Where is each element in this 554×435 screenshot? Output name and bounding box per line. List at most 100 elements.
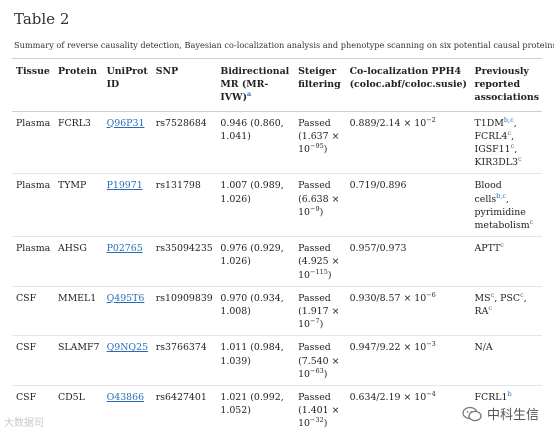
wechat-icon: [462, 406, 482, 421]
cell-previous: MSc, PSCc, RAc: [471, 286, 542, 336]
cell-previous: FCRL1b: [471, 386, 542, 435]
cell-mr: 1.021 (0.992, 1.052): [220, 392, 284, 417]
footnote-link-a[interactable]: a: [247, 90, 252, 99]
steiger-exponent: −95: [310, 141, 324, 150]
table-caption: Summary of reverse causality detection, …: [14, 40, 554, 50]
uniprot-link[interactable]: Q495T6: [106, 292, 145, 304]
cell-snp: rs6427401: [155, 392, 207, 404]
cell-uniprot: Q96P31: [103, 111, 152, 174]
coloc-text: 0.719/0.896: [349, 180, 407, 192]
uniprot-link[interactable]: Q96P31: [106, 117, 145, 129]
association-item: FCRL1b: [475, 389, 512, 403]
cell-uniprot: Q9NQ25: [103, 336, 152, 386]
association-item: RAc: [474, 303, 493, 318]
association-item: KIR3DL3c: [474, 155, 522, 169]
watermark-right-text: 中科生信: [487, 408, 540, 423]
association-separator: ,: [494, 292, 501, 304]
cell-snp: rs10909839: [155, 292, 213, 304]
footnote-link[interactable]: c: [517, 155, 522, 164]
cell-tissue: CSF: [16, 392, 37, 404]
cell-uniprot: P19971: [103, 174, 152, 237]
footnote-link[interactable]: b: [507, 389, 512, 398]
footnote-link[interactable]: c: [488, 303, 493, 312]
cell-steiger: Passed (1.637 × 10−95): [294, 111, 346, 174]
steiger-exponent: −115: [310, 267, 328, 276]
cell-snp: rs35094235: [155, 243, 213, 255]
cell-protein: CD5L: [57, 392, 85, 404]
association-item: IGSF11c: [474, 141, 515, 156]
footnote-link[interactable]: c: [510, 141, 515, 150]
association-text: IGSF11: [474, 144, 511, 156]
cell-protein: AHSG: [57, 243, 87, 255]
header-tissue: Tissue: [16, 66, 50, 77]
footnote-link[interactable]: c: [529, 217, 534, 226]
footnote-link[interactable]: b,c: [503, 115, 514, 124]
association-text: pyrimidine metabolism: [474, 206, 530, 232]
cell-protein: SLAMF7: [57, 342, 100, 354]
table-body: Plasma FCRL3 Q96P31 rs7528684 0.946 (0.860, …: [12, 111, 542, 435]
steiger-text: Passed (4.925 × 10: [298, 243, 340, 281]
header-steiger: Steiger filtering: [298, 66, 341, 91]
table-row: Plasma AHSG P02765 rs35094235 0.976 (0.929, …: [12, 237, 542, 287]
cell-coloc: 0.957/0.973: [346, 237, 471, 287]
cell-mr: 0.946 (0.860, 1.041): [220, 117, 284, 142]
cell-snp: rs7528684: [155, 117, 207, 129]
coloc-exponent: −6: [426, 290, 436, 299]
cell-coloc: 0.889/2.14 × 10−2: [346, 111, 471, 174]
table-title: Table 2: [14, 10, 70, 28]
cell-mr: 1.011 (0.984, 1.039): [220, 342, 284, 367]
cell-mr: 0.976 (0.929, 1.026): [220, 243, 284, 268]
coloc-exponent: −2: [426, 115, 436, 124]
uniprot-link[interactable]: P02765: [106, 243, 143, 255]
footnote-link[interactable]: c: [507, 128, 512, 137]
association-text: T1DM: [474, 117, 504, 129]
cell-tissue: Plasma: [16, 117, 51, 129]
association-text: RA: [474, 306, 489, 318]
table-row: Plasma TYMP P19971 rs131798 1.007 (0.989, 1.…: [12, 174, 542, 237]
steiger-text: Passed (1.917 × 10: [298, 292, 340, 331]
cell-tissue: CSF: [16, 342, 37, 354]
footnote-link[interactable]: c: [520, 290, 524, 299]
cell-uniprot: P02765: [103, 237, 152, 287]
cell-coloc: 0.930/8.57 × 10−6: [346, 286, 471, 336]
association-text: Blood cells: [474, 180, 502, 205]
association-text: N/A: [474, 342, 493, 354]
header-uniprot: UniProt ID: [106, 66, 148, 91]
cell-steiger: Passed (7.540 × 10−63): [294, 336, 346, 386]
steiger-text: Passed (7.540 × 10: [298, 342, 340, 380]
association-item: APTTc: [475, 241, 504, 254]
header-protein: Protein: [57, 66, 97, 77]
header-mr: Bidirectional MR (MR-IVW)a: [216, 59, 294, 112]
steiger-text: Passed (6.638 × 10: [298, 180, 340, 218]
steiger-close: ): [319, 319, 324, 331]
cell-uniprot: O43866: [103, 386, 152, 435]
watermark-right: 中科生信: [462, 404, 539, 423]
coloc-text: 0.634/2.19 × 10: [349, 392, 427, 404]
footnote-link[interactable]: c: [500, 241, 504, 250]
steiger-close: ): [323, 418, 328, 430]
results-table: Tissue Protein UniProt ID SNP Bidirectio…: [12, 58, 542, 435]
association-item: N/A: [475, 342, 493, 353]
coloc-exponent: −3: [426, 340, 436, 349]
cell-steiger: Passed (1.401 × 10−32): [294, 386, 346, 435]
steiger-text: Passed (1.401 × 10: [298, 392, 340, 430]
cell-previous: Blood cellsb,c, pyrimidine metabolismc: [471, 174, 542, 237]
cell-protein: MMEL1: [57, 292, 97, 304]
footnote-link[interactable]: c: [490, 290, 495, 299]
steiger-exponent: −32: [310, 416, 324, 425]
association-text: KIR3DL3: [474, 157, 518, 169]
association-separator: ,: [514, 144, 518, 156]
steiger-exponent: −9: [310, 204, 320, 213]
uniprot-link[interactable]: P19971: [106, 180, 143, 192]
association-item: T1DMb,c: [474, 115, 514, 129]
steiger-close: ): [323, 368, 328, 380]
cell-previous: T1DMb,c, FCRL4c, IGSF11c, KIR3DL3c: [471, 111, 542, 174]
coloc-text: 0.930/8.57 × 10: [349, 292, 427, 304]
header-mr-label: Bidirectional MR (MR-IVW): [220, 66, 290, 104]
cell-mr: 0.970 (0.934, 1.008): [220, 292, 284, 318]
steiger-close: ): [323, 144, 328, 156]
coloc-exponent: −4: [426, 389, 436, 398]
footnote-link[interactable]: b,c: [496, 191, 507, 200]
uniprot-link[interactable]: O43866: [106, 392, 145, 404]
uniprot-link[interactable]: Q9NQ25: [106, 342, 149, 354]
